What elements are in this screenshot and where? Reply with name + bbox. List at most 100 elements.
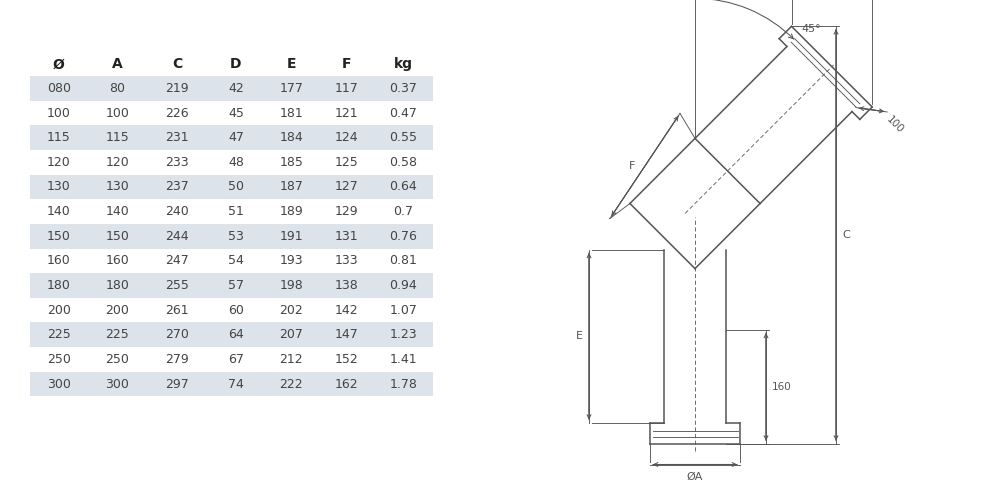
Text: 133: 133: [335, 254, 358, 268]
Text: 0.37: 0.37: [389, 82, 417, 95]
Text: 120: 120: [105, 156, 129, 169]
Text: 142: 142: [335, 304, 358, 316]
Text: 250: 250: [47, 353, 71, 366]
Text: 47: 47: [228, 131, 244, 144]
Text: 231: 231: [166, 131, 189, 144]
Text: 247: 247: [166, 254, 189, 268]
Text: 222: 222: [279, 378, 303, 390]
Text: 193: 193: [279, 254, 303, 268]
Text: 225: 225: [47, 328, 71, 342]
Text: 100: 100: [47, 106, 71, 120]
Text: 80: 80: [109, 82, 125, 95]
Text: kg: kg: [394, 58, 413, 71]
Text: 100: 100: [884, 115, 905, 136]
Text: 255: 255: [165, 279, 189, 292]
Text: 0.81: 0.81: [389, 254, 417, 268]
FancyBboxPatch shape: [30, 372, 432, 396]
FancyBboxPatch shape: [30, 248, 432, 273]
Text: 0.64: 0.64: [389, 180, 417, 194]
Text: C: C: [842, 230, 850, 240]
Text: 0.58: 0.58: [389, 156, 417, 169]
Text: 300: 300: [47, 378, 71, 390]
Text: 152: 152: [334, 353, 358, 366]
Text: 53: 53: [228, 230, 244, 242]
Text: 150: 150: [47, 230, 71, 242]
Text: 202: 202: [279, 304, 303, 316]
Text: 147: 147: [334, 328, 358, 342]
FancyBboxPatch shape: [30, 200, 432, 224]
Text: 212: 212: [279, 353, 303, 366]
Text: 130: 130: [105, 180, 129, 194]
Text: 237: 237: [166, 180, 189, 194]
Text: 150: 150: [105, 230, 129, 242]
Text: 181: 181: [279, 106, 303, 120]
Text: 120: 120: [47, 156, 71, 169]
Text: 261: 261: [166, 304, 189, 316]
Text: 198: 198: [279, 279, 303, 292]
Text: 080: 080: [47, 82, 71, 95]
Text: 1.07: 1.07: [389, 304, 417, 316]
Text: 191: 191: [279, 230, 303, 242]
FancyBboxPatch shape: [30, 347, 432, 372]
FancyBboxPatch shape: [30, 273, 432, 298]
Text: 138: 138: [334, 279, 358, 292]
Text: 160: 160: [772, 382, 792, 392]
Text: 1.41: 1.41: [389, 353, 417, 366]
Text: 297: 297: [166, 378, 189, 390]
Text: 51: 51: [228, 205, 244, 218]
Text: 225: 225: [105, 328, 129, 342]
Text: E: E: [286, 58, 296, 71]
Text: 162: 162: [335, 378, 358, 390]
Text: 124: 124: [335, 131, 358, 144]
Text: 180: 180: [105, 279, 129, 292]
Text: 189: 189: [279, 205, 303, 218]
Text: 250: 250: [105, 353, 129, 366]
Text: 200: 200: [105, 304, 129, 316]
Text: 121: 121: [335, 106, 358, 120]
Text: 300: 300: [105, 378, 129, 390]
FancyBboxPatch shape: [30, 224, 432, 248]
Text: 129: 129: [335, 205, 358, 218]
Text: 140: 140: [105, 205, 129, 218]
Text: 185: 185: [279, 156, 303, 169]
Text: 50: 50: [228, 180, 244, 194]
Text: 200: 200: [47, 304, 71, 316]
Text: 60: 60: [228, 304, 244, 316]
Text: 130: 130: [47, 180, 71, 194]
Text: 0.55: 0.55: [389, 131, 417, 144]
Text: 187: 187: [279, 180, 303, 194]
Text: D: D: [230, 58, 242, 71]
Text: 100: 100: [105, 106, 129, 120]
Text: 0.47: 0.47: [389, 106, 417, 120]
Text: 160: 160: [47, 254, 71, 268]
Text: 226: 226: [166, 106, 189, 120]
Text: 160: 160: [105, 254, 129, 268]
Text: 48: 48: [228, 156, 244, 169]
Text: 42: 42: [228, 82, 244, 95]
Text: 54: 54: [228, 254, 244, 268]
FancyBboxPatch shape: [30, 100, 432, 126]
Text: 57: 57: [228, 279, 244, 292]
Text: 45: 45: [228, 106, 244, 120]
FancyBboxPatch shape: [30, 322, 432, 347]
Text: 219: 219: [166, 82, 189, 95]
Text: 177: 177: [279, 82, 303, 95]
FancyBboxPatch shape: [30, 126, 432, 150]
Text: F: F: [629, 161, 635, 171]
Text: 64: 64: [228, 328, 244, 342]
Text: 1.23: 1.23: [389, 328, 417, 342]
FancyBboxPatch shape: [30, 76, 432, 100]
Text: F: F: [342, 58, 351, 71]
Text: 0.94: 0.94: [389, 279, 417, 292]
Text: 74: 74: [228, 378, 244, 390]
Text: Ø: Ø: [53, 58, 65, 71]
Text: 233: 233: [166, 156, 189, 169]
Text: A: A: [112, 58, 123, 71]
Text: 180: 180: [47, 279, 71, 292]
Text: 207: 207: [279, 328, 303, 342]
Text: 125: 125: [334, 156, 358, 169]
Text: ØA: ØA: [687, 472, 703, 482]
Text: 270: 270: [165, 328, 189, 342]
Text: 115: 115: [47, 131, 71, 144]
Text: E: E: [576, 331, 583, 341]
